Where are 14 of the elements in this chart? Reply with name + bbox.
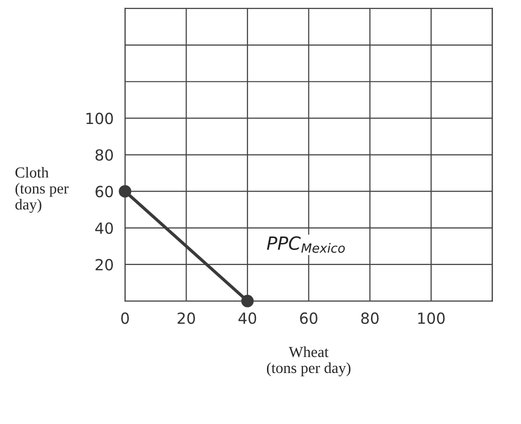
y-tick-label: 100 xyxy=(86,112,113,124)
x-tick-label: 40 xyxy=(238,312,256,324)
x-tick-label: 60 xyxy=(300,312,318,324)
y-tick-label: 40 xyxy=(95,222,113,234)
x-tick-label: 100 xyxy=(418,312,445,324)
y-tick-label: 80 xyxy=(96,149,113,161)
y-axis-title: Cloth (tons per day) xyxy=(15,166,69,213)
x-tick-label: 20 xyxy=(178,312,195,324)
x-tick-label: 80 xyxy=(361,312,379,324)
y-tick-label: 60 xyxy=(96,186,113,198)
y-tick-label: 20 xyxy=(96,258,113,270)
x-tick-label: 0 xyxy=(121,312,129,324)
x-axis-title: Wheat (tons per day) xyxy=(266,346,350,376)
annotation: PPC$_{Mexico}$ xyxy=(266,236,345,253)
